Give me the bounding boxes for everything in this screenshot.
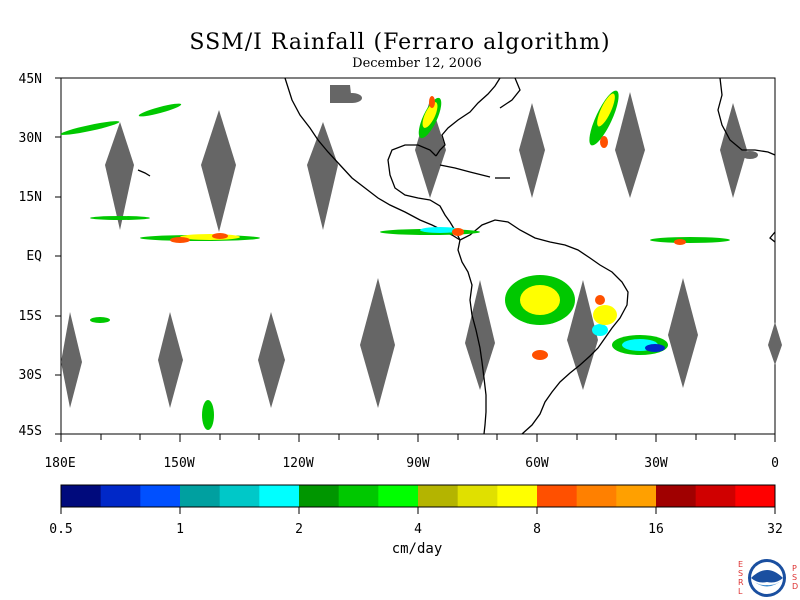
- lat-label-eq: EQ: [26, 249, 42, 264]
- lon-label-180e: 180E: [44, 456, 76, 471]
- colorbar-swatch: [656, 485, 697, 507]
- coastlines: [137, 77, 776, 435]
- lat-label-30n: 30N: [18, 131, 42, 146]
- colorbar-swatch: [616, 485, 657, 507]
- lat-label-45s: 45S: [18, 424, 42, 439]
- colorbar-ticks: [60, 507, 776, 514]
- colorbar-label-6: 32: [767, 522, 783, 537]
- colorbar-swatch: [497, 485, 538, 507]
- colorbar-swatch: [140, 485, 181, 507]
- colorbar-swatch: [735, 485, 776, 507]
- colorbar-label-5: 16: [648, 522, 664, 537]
- colorbar-swatch: [219, 485, 260, 507]
- colorbar-units: cm/day: [391, 541, 443, 557]
- colorbar-swatch: [457, 485, 498, 507]
- colorbar-swatch: [61, 485, 102, 507]
- lat-label-15n: 15N: [18, 190, 42, 205]
- colorbar-swatch: [418, 485, 459, 507]
- map-date: December 12, 2006: [352, 56, 482, 71]
- map-frame: [60, 77, 776, 435]
- colorbar-label-1: 1: [176, 522, 184, 537]
- map-ticks: [55, 77, 776, 442]
- lon-label-60w: 60W: [525, 456, 549, 471]
- colorbar-label-0: 0.5: [49, 522, 73, 537]
- lon-label-0: 0: [771, 456, 779, 471]
- lon-label-90w: 90W: [406, 456, 430, 471]
- colorbar-swatch: [378, 485, 419, 507]
- lat-label-45n: 45N: [18, 72, 42, 87]
- colorbar-swatch: [576, 485, 617, 507]
- colorbar-swatch: [180, 485, 221, 507]
- lat-label-15s: 15S: [18, 309, 42, 324]
- colorbar-swatch: [100, 485, 141, 507]
- colorbar-label-3: 4: [414, 522, 422, 537]
- map-title: SSM/I Rainfall (Ferraro algorithm): [189, 30, 611, 55]
- colorbar-label-4: 8: [533, 522, 541, 537]
- lon-label-30w: 30W: [644, 456, 668, 471]
- colorbar-swatch: [299, 485, 340, 507]
- lon-label-150w: 150W: [163, 456, 195, 471]
- colorbar-swatch: [537, 485, 578, 507]
- colorbar-swatch: [338, 485, 379, 507]
- rainfall-patches: [60, 90, 758, 430]
- colorbar-swatch: [259, 485, 300, 507]
- lat-label-30s: 30S: [18, 368, 42, 383]
- colorbar-swatch: [695, 485, 736, 507]
- colorbar: [61, 485, 776, 507]
- lon-label-120w: 120W: [282, 456, 314, 471]
- colorbar-label-2: 2: [295, 522, 303, 537]
